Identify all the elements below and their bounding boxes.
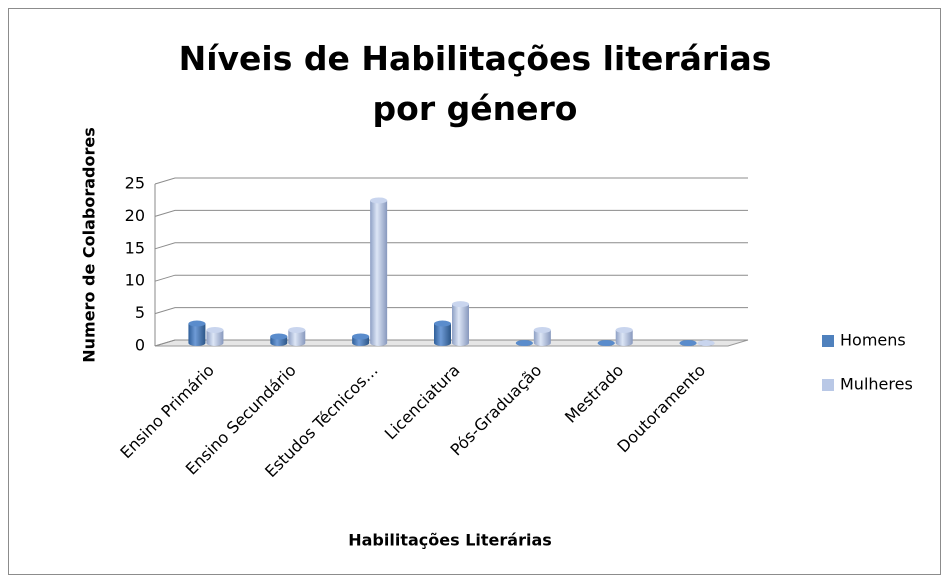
y-tick-label: 25 (125, 174, 145, 193)
bar-top (533, 327, 551, 334)
bar-top (188, 320, 206, 327)
bar (288, 330, 306, 346)
bar (452, 304, 469, 346)
x-tick-label: Mestrado (561, 361, 627, 427)
legend-swatch (822, 379, 834, 391)
grid-line (154, 274, 748, 282)
bar-top (270, 333, 288, 340)
grid-line (154, 242, 748, 250)
bar-top (288, 327, 306, 334)
bar-top (434, 320, 451, 327)
bar (615, 330, 633, 346)
bar-top (452, 301, 469, 308)
grid-line (154, 177, 748, 185)
floor (154, 339, 749, 347)
bar (533, 330, 551, 346)
y-axis-title: Numero de Colaboradores (80, 127, 99, 363)
legend-label: Homens (840, 331, 906, 350)
bar-top (352, 333, 370, 340)
legend-swatch (822, 335, 834, 347)
bar (206, 330, 224, 346)
x-tick-label: Doutoramento (613, 361, 709, 457)
x-tick-label: Licenciatura (381, 361, 464, 444)
y-tick-label: 0 (135, 336, 145, 355)
bar (188, 323, 206, 346)
grid-line (154, 209, 748, 217)
grid-line (154, 307, 748, 315)
bar (434, 323, 451, 346)
legend-label: Mulheres (840, 375, 913, 394)
bar-top (597, 340, 615, 346)
grid-line (154, 339, 748, 347)
bar-top (515, 340, 533, 346)
bar-top (206, 327, 224, 334)
y-tick-label: 15 (125, 238, 145, 257)
y-tick-label: 5 (135, 303, 145, 322)
chart-frame (8, 8, 941, 575)
bar-top (679, 340, 697, 346)
chart-title: Níveis de Habilitações literárias por gé… (178, 39, 772, 128)
y-tick-label: 20 (125, 206, 145, 225)
bar-top (370, 197, 388, 204)
bar-top (697, 340, 715, 346)
bar-top (615, 327, 633, 334)
bar (370, 200, 388, 346)
y-tick-label: 10 (125, 271, 145, 290)
x-axis-title: Habilitações Literárias (348, 531, 552, 550)
